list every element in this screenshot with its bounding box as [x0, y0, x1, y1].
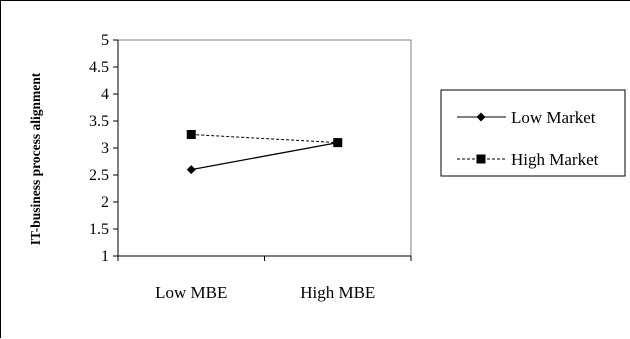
plot-area [117, 39, 412, 257]
y-tick-label: 2 [101, 194, 109, 211]
y-axis-ticks: 1 1.5 2 2.5 3 3.5 4 4.5 5 [89, 32, 118, 265]
series-group [186, 130, 343, 175]
y-tick-label: 3.5 [89, 113, 109, 130]
y-tick-label: 2.5 [89, 167, 109, 184]
y-tick-label: 4 [101, 86, 109, 103]
legend-label: Low Market [511, 108, 596, 127]
x-tick-label: Low MBE [155, 283, 227, 302]
legend-label: High Market [511, 150, 599, 169]
x-axis-ticks: Low MBE High MBE [117, 256, 412, 302]
series-line [191, 134, 338, 144]
data-point-square [186, 130, 196, 139]
y-tick-label: 3 [101, 140, 109, 157]
data-point-square [333, 138, 343, 148]
legend-marker-square [476, 154, 486, 164]
legend: Low Market High Market [457, 108, 599, 169]
series-1 [186, 130, 343, 148]
x-tick-label: High MBE [300, 283, 375, 302]
y-tick-label: 5 [101, 32, 109, 49]
y-axis-label: IT-business process alignment [28, 72, 43, 245]
legend-box [440, 89, 626, 177]
data-point-diamond [186, 165, 196, 175]
y-tick-label: 1.5 [89, 221, 109, 238]
legend-marker-diamond [476, 112, 486, 122]
y-tick-label: 1 [101, 248, 109, 265]
y-tick-label: 4.5 [89, 59, 109, 76]
series-line [191, 141, 338, 171]
